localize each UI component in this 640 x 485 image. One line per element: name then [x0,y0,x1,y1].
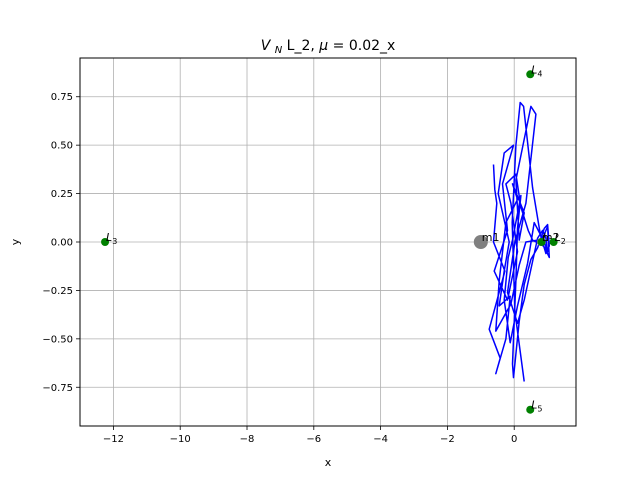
lagrange-point-label: L2 [555,231,566,246]
lagrange-point-marker [526,70,535,79]
lagrange-point-label: L5 [531,399,542,414]
y-tick-label: −0.25 [42,286,73,297]
x-tick-label: −10 [170,434,191,445]
points-layer: m1m2L1L2L3L4L5 [101,63,566,414]
y-tick-label: 0.50 [51,141,73,152]
y-tick-label: 0.75 [51,92,73,103]
lagrange-point-marker [549,238,558,246]
x-ticks: −12 −10 −8 −6 −4 −2 0 [103,426,517,445]
x-tick-label: −12 [103,434,124,445]
y-ticks: −0.75 −0.50 −0.25 0.00 0.25 0.50 0.75 [42,92,80,394]
mass-marker-m1 [473,235,488,249]
lagrange-point-marker [537,238,546,246]
x-tick-label: 0 [511,434,517,445]
lagrange-point-marker [526,405,535,414]
x-tick-label: −8 [240,434,255,445]
title-v: V [261,38,272,54]
title-rest: L_2, [287,38,320,54]
chart-title: V N L_2, μ = 0.02_x [261,38,396,57]
x-axis-label: x [325,456,332,469]
trajectory-series-line [488,101,551,382]
y-tick-label: 0.00 [51,238,73,249]
x-tick-label: −6 [306,434,321,445]
y-tick-label: −0.75 [42,383,73,394]
x-tick-label: −2 [440,434,455,445]
lagrange-point-marker [101,238,110,246]
trajectory-layer [488,101,551,382]
lagrange-point-label: L3 [106,231,117,246]
y-tick-label: 0.25 [51,189,73,200]
title-mu: μ [318,38,328,54]
mass-label-m1: m1 [482,231,500,244]
title-eq: = 0.02_x [333,38,396,54]
title-v-subscript: N [275,45,283,56]
y-tick-label: −0.50 [42,334,73,345]
y-axis-label: y [9,238,22,245]
x-tick-label: −4 [373,434,388,445]
lagrange-point-label: L4 [531,63,542,78]
